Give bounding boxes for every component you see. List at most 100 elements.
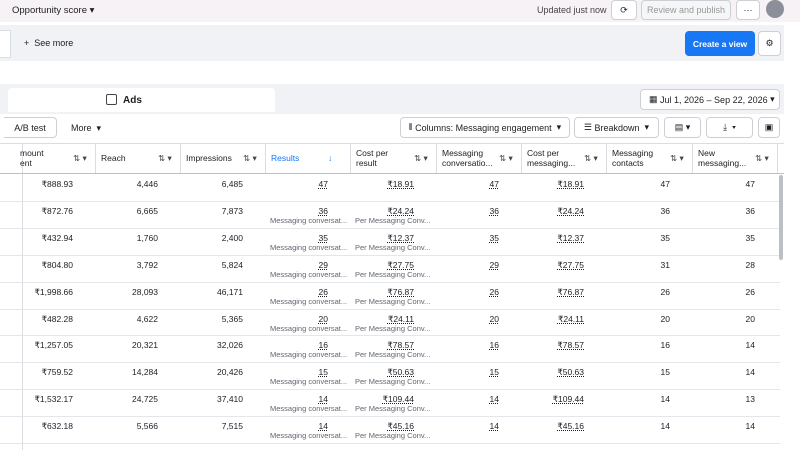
refresh-button[interactable]: ⟳	[611, 0, 637, 20]
table-cell: 15	[660, 367, 670, 378]
column-header: messaging...	[698, 158, 747, 168]
table-cell: 20	[489, 313, 499, 324]
date-picker[interactable]: ▦ Jul 1, 2026 – Sep 22, 2026 ▾	[640, 89, 780, 110]
table-cell: ₹45.16	[387, 421, 414, 432]
table-cell: 5,365	[221, 313, 243, 324]
table-cell: 20	[318, 313, 328, 324]
sort-icon: ⇅ ▾	[243, 153, 257, 163]
table-cell: 35	[745, 232, 755, 243]
cell-note: Per Messaging Conv...	[355, 323, 431, 333]
table-cell: 15	[318, 367, 328, 378]
filter-button[interactable]: ⚙	[758, 31, 781, 56]
table-cell: 47	[489, 179, 499, 189]
row-divider	[0, 389, 780, 391]
column-header: Impressions	[186, 153, 232, 163]
row-divider	[0, 200, 780, 202]
table-cell: 37,410	[217, 394, 243, 405]
sort-icon: ⇅ ▾	[414, 153, 428, 163]
table-cell: ₹24.24	[387, 205, 414, 216]
more-menu[interactable]: ···	[736, 0, 760, 20]
view-bar	[0, 25, 784, 61]
columns-button[interactable]: ⫴ Columns: Messaging engagement ▾	[400, 117, 570, 138]
table-cell: 36	[745, 205, 755, 216]
table-cell: ₹50.63	[557, 367, 584, 378]
create-view-button[interactable]: Create a view	[685, 31, 755, 56]
table-cell: 35	[318, 232, 328, 243]
sort-icon: ⇅ ▾	[584, 153, 598, 163]
table-cell: 46,171	[217, 286, 243, 297]
ads-tab[interactable]	[8, 88, 275, 112]
cell-note: Messaging conversat...	[270, 377, 348, 387]
column-header: Reach	[101, 153, 126, 163]
cell-note: Per Messaging Conv...	[355, 296, 431, 306]
table-cell: 2,400	[221, 232, 243, 243]
column-header: Messaging	[612, 148, 654, 158]
table-cell: ₹24.11	[387, 313, 414, 324]
table-cell: 47	[660, 179, 670, 189]
table-cell: 29	[318, 259, 328, 270]
table-cell: ₹482.28	[41, 313, 73, 324]
label: Opportunity score	[12, 5, 87, 16]
cell-note: Per Messaging Conv...	[355, 404, 431, 414]
column-header: messaging...	[527, 158, 576, 168]
cell-note: Per Messaging Conv...	[355, 350, 431, 360]
table-cell: ₹109.44	[382, 394, 414, 405]
table-cell: 29	[489, 259, 499, 270]
table-cell: ₹888.93	[41, 179, 73, 189]
column-divider	[95, 144, 96, 173]
label: Breakdown	[594, 122, 640, 133]
export-button[interactable]: ⤓ ▾	[706, 117, 753, 138]
data-table: mount ent ⇅ ▾ Reach ⇅ ▾ Impressions ⇅ ▾ Results…	[0, 143, 784, 450]
more-button[interactable]: More ▾	[71, 123, 102, 133]
table-cell: 20	[660, 313, 670, 324]
table-cell: ₹109.44	[552, 394, 584, 405]
table-cell: 16	[489, 340, 499, 351]
cell-note: Messaging conversat...	[270, 404, 348, 414]
table-cell: 35	[489, 232, 499, 243]
chart-button[interactable]: ▣	[758, 117, 780, 138]
see-more[interactable]: + See more	[24, 38, 74, 48]
table-cell: 28	[745, 259, 755, 270]
column-divider	[606, 144, 607, 173]
row-divider	[0, 362, 780, 364]
breakdown-button[interactable]: ☰ Breakdown ▾	[574, 117, 659, 138]
column-header: contacts	[612, 158, 644, 168]
column-divider	[521, 144, 522, 173]
column-header: New	[698, 148, 716, 158]
sort-icon: ⇅ ▾	[670, 153, 684, 163]
table-cell: ₹50.63	[387, 367, 414, 378]
ab-test-button[interactable]: A/B test	[4, 117, 57, 138]
opportunity-score[interactable]: Opportunity score ▾	[12, 5, 95, 16]
table-cell: 31	[660, 259, 670, 270]
column-header: Cost per	[527, 148, 560, 158]
column-header: result	[356, 158, 377, 168]
table-cell: 3,792	[136, 259, 158, 270]
table-cell: ₹76.87	[557, 286, 584, 297]
table-cell: ₹18.91	[557, 179, 584, 189]
table-cell: 5,566	[136, 421, 158, 432]
table-cell: ₹24.24	[557, 205, 584, 216]
column-divider	[265, 144, 266, 173]
table-cell: ₹18.91	[387, 179, 414, 189]
avatar[interactable]	[766, 0, 784, 18]
table-cell: ₹1,532.17	[34, 394, 74, 405]
scrollbar	[779, 175, 783, 260]
sort-icon: ⇅ ▾	[73, 153, 87, 163]
table-cell: 14	[660, 421, 670, 432]
review-button[interactable]: Review and publish	[641, 0, 731, 20]
table-cell: 15	[489, 367, 499, 378]
table-cell: 36	[660, 205, 670, 216]
table-cell: 14,284	[132, 367, 158, 378]
cell-note: Per Messaging Conv...	[355, 242, 431, 252]
cell-note: Messaging conversat...	[270, 215, 348, 225]
table-cell: ₹432.94	[41, 232, 73, 243]
cell-note: Per Messaging Conv...	[355, 215, 431, 225]
row-divider	[0, 308, 780, 310]
report-button[interactable]: ▤ ▾	[664, 117, 701, 138]
table-cell: 20,321	[132, 340, 158, 351]
column-divider	[777, 144, 778, 173]
table-cell: ₹12.37	[557, 232, 584, 243]
table-cell: 26	[489, 286, 499, 297]
cell-note: Per Messaging Conv...	[355, 269, 431, 279]
column-header: Results	[271, 153, 300, 163]
